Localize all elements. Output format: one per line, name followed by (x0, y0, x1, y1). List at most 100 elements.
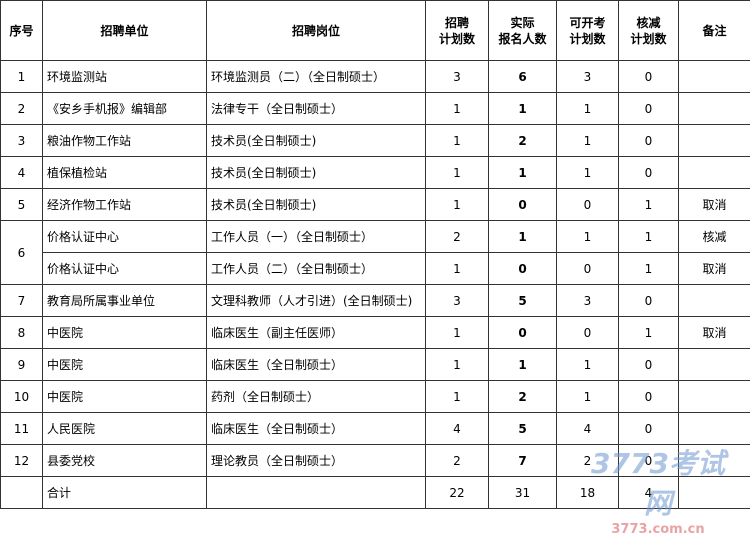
header-cell: 实际报名人数 (489, 1, 557, 61)
header-cell: 招聘岗位 (207, 1, 426, 61)
cell: 取消 (679, 317, 750, 349)
cell: 0 (619, 157, 679, 189)
cell: 3 (426, 61, 489, 93)
cell: 0 (619, 93, 679, 125)
cell: 1 (426, 317, 489, 349)
cell: 4 (619, 477, 679, 509)
cell: 8 (1, 317, 43, 349)
cell: 3 (1, 125, 43, 157)
cell: 1 (619, 253, 679, 285)
cell: 人民医院 (43, 413, 207, 445)
cell: 1 (426, 349, 489, 381)
cell: 31 (489, 477, 557, 509)
cell: 4 (1, 157, 43, 189)
cell: 12 (1, 445, 43, 477)
cell: 1 (426, 157, 489, 189)
cell: 0 (489, 253, 557, 285)
cell: 0 (557, 253, 619, 285)
cell: 1 (426, 189, 489, 221)
cell: 理论教员（全日制硕士） (207, 445, 426, 477)
cell: 环境监测员（二）（全日制硕士） (207, 61, 426, 93)
cell: 4 (426, 413, 489, 445)
cell: 2 (489, 381, 557, 413)
cell: 0 (489, 317, 557, 349)
cell (679, 413, 750, 445)
cell: 0 (619, 413, 679, 445)
cell: 中医院 (43, 317, 207, 349)
header-line: 计划数 (561, 31, 614, 47)
cell (679, 445, 750, 477)
cell: 1 (557, 221, 619, 253)
cell (679, 349, 750, 381)
cell: 2 (489, 125, 557, 157)
cell: 2 (426, 221, 489, 253)
cell: 技术员(全日制硕士) (207, 189, 426, 221)
cell: 县委党校 (43, 445, 207, 477)
header-cell: 可开考计划数 (557, 1, 619, 61)
cell (679, 477, 750, 509)
header-cell: 核减计划数 (619, 1, 679, 61)
cell: 价格认证中心 (43, 253, 207, 285)
cell: 1 (426, 381, 489, 413)
header-cell: 招聘单位 (43, 1, 207, 61)
cell: 6 (489, 61, 557, 93)
cell: 法律专干（全日制硕士） (207, 93, 426, 125)
header-line: 计划数 (623, 31, 674, 47)
cell: 18 (557, 477, 619, 509)
cell: 5 (1, 189, 43, 221)
cell: 10 (1, 381, 43, 413)
cell: 6 (1, 221, 43, 285)
cell: 核减 (679, 221, 750, 253)
header-line: 可开考 (561, 15, 614, 31)
cell: 5 (489, 285, 557, 317)
header-line: 计划数 (430, 31, 484, 47)
cell: 1 (489, 157, 557, 189)
header-line: 实际 (493, 15, 552, 31)
cell: 0 (619, 61, 679, 93)
cell: 取消 (679, 189, 750, 221)
header-line: 招聘 (430, 15, 484, 31)
cell (679, 93, 750, 125)
cell: 0 (489, 189, 557, 221)
cell: 药剂（全日制硕士） (207, 381, 426, 413)
cell (679, 285, 750, 317)
cell: 1 (619, 221, 679, 253)
cell: 1 (1, 61, 43, 93)
cell: 4 (557, 413, 619, 445)
cell: 教育局所属事业单位 (43, 285, 207, 317)
cell: 1 (489, 221, 557, 253)
cell: 《安乡手机报》编辑部 (43, 93, 207, 125)
cell: 临床医生（全日制硕士） (207, 413, 426, 445)
cell: 1 (557, 93, 619, 125)
cell: 1 (557, 381, 619, 413)
cell: 1 (557, 157, 619, 189)
watermark-url: 3773.com.cn (578, 522, 738, 537)
cell: 植保植检站 (43, 157, 207, 189)
header-cell: 序号 (1, 1, 43, 61)
cell (679, 61, 750, 93)
cell: 1 (426, 93, 489, 125)
cell: 1 (489, 349, 557, 381)
cell: 22 (426, 477, 489, 509)
cell (679, 381, 750, 413)
cell: 临床医生（全日制硕士） (207, 349, 426, 381)
cell (207, 477, 426, 509)
cell: 中医院 (43, 349, 207, 381)
cell: 经济作物工作站 (43, 189, 207, 221)
cell: 5 (489, 413, 557, 445)
cell: 文理科教师（人才引进）(全日制硕士) (207, 285, 426, 317)
